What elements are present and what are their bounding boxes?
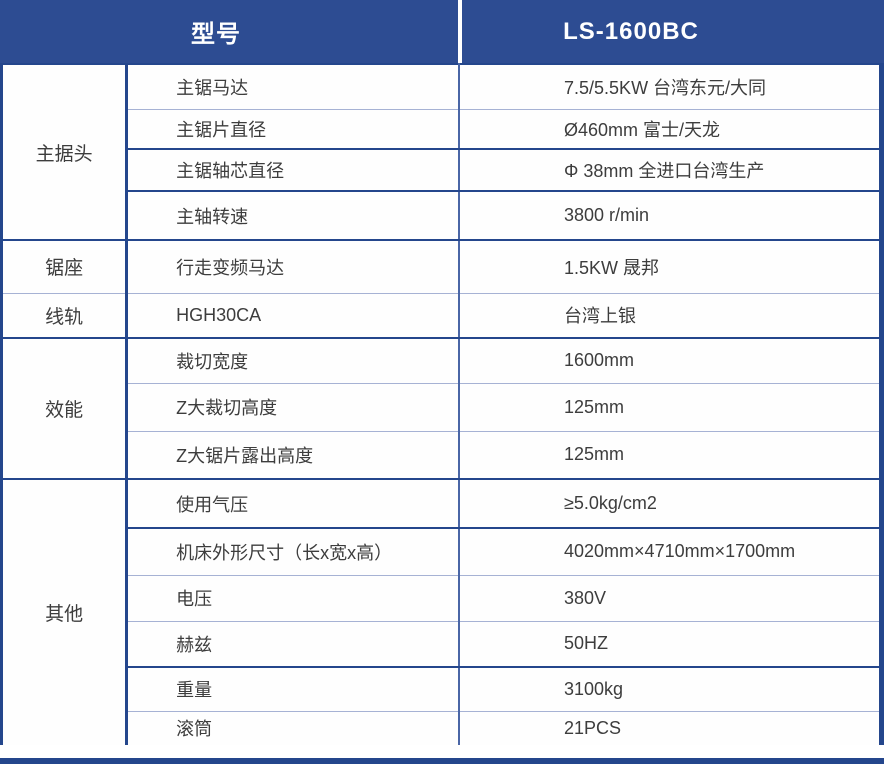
table-row: 其他 使用气压 ≥5.0kg/cm2 — [1, 479, 882, 745]
spec-label-cell: 赫兹 — [125, 621, 460, 668]
spec-value-cell: 3800 r/min — [458, 191, 882, 241]
spec-label-cell: Z大裁切高度 — [125, 383, 460, 432]
spec-label-cell: 主锯片直径 — [125, 109, 460, 150]
table-row: 赫兹 50HZ — [2, 621, 882, 668]
spec-value-cell: Ø460mm 富士/天龙 — [458, 109, 882, 150]
category-cell: 其他 — [1, 479, 127, 745]
spec-table-body: 主据头 主锯马达 7.5/5.5KW 台湾东元/大同 主锯片直径 Ø460mm 富士/天… — [1, 64, 882, 745]
table-row: 机床外形尺寸（长x宽x高） 4020mm×4710mm×1700mm — [2, 528, 882, 576]
table-row: 主轴转速 3800 r/min — [2, 191, 882, 241]
category-cell: 线轨 — [1, 293, 127, 339]
spec-value-cell: 7.5/5.5KW 台湾东元/大同 — [458, 64, 882, 110]
spec-label-cell: 主轴转速 — [125, 191, 460, 241]
spec-label-cell: 主锯轴芯直径 — [125, 149, 460, 192]
category-cell: 锯座 — [1, 240, 127, 294]
table-row: 锯座 行走变频马达 1.5KW 晟邦 — [1, 240, 882, 294]
spec-label-cell: 重量 — [125, 667, 460, 712]
header-divider — [458, 0, 462, 63]
spec-label-cell: 滚筒 — [125, 711, 460, 745]
spec-value-cell: 125mm — [458, 431, 882, 480]
category-cell: 效能 — [1, 338, 127, 480]
spec-label-cell: 裁切宽度 — [125, 338, 460, 384]
table-row: Z大锯片露出高度 125mm — [2, 431, 882, 480]
spec-label-cell: 电压 — [125, 575, 460, 622]
spec-label-cell: 行走变频马达 — [125, 240, 460, 294]
spec-value-cell: 台湾上银 — [458, 293, 882, 339]
table-header-row: 型号 LS-1600BC — [0, 0, 884, 63]
spec-value-cell: 4020mm×4710mm×1700mm — [458, 528, 882, 576]
spec-value-cell: 1600mm — [458, 338, 882, 384]
spec-value-cell: 125mm — [458, 383, 882, 432]
header-model-value: LS-1600BC — [462, 0, 884, 63]
spec-label-cell: 主锯马达 — [125, 64, 460, 110]
table-row: 主据头 主锯马达 7.5/5.5KW 台湾东元/大同 — [1, 64, 882, 241]
table-row: 电压 380V — [2, 575, 882, 622]
table-row: 效能 裁切宽度 1600mm — [1, 338, 882, 480]
spec-label-cell: HGH30CA — [125, 293, 460, 339]
spec-label-cell: 机床外形尺寸（长x宽x高） — [125, 528, 460, 576]
category-cell: 主据头 — [1, 64, 127, 241]
table-row: 重量 3100kg — [2, 667, 882, 712]
spec-value-cell: Φ 38mm 全进口台湾生产 — [458, 149, 882, 192]
table-row: 主锯片直径 Ø460mm 富士/天龙 — [2, 109, 882, 150]
table-row: 线轨 HGH30CA 台湾上银 — [1, 293, 882, 339]
spec-table: 主据头 主锯马达 7.5/5.5KW 台湾东元/大同 主锯片直径 Ø460mm 富士/天… — [0, 63, 884, 745]
table-row: Z大裁切高度 125mm — [2, 383, 882, 432]
spec-value-cell: 380V — [458, 575, 882, 622]
table-row: 主锯轴芯直径 Φ 38mm 全进口台湾生产 — [2, 149, 882, 192]
spec-value-cell: 1.5KW 晟邦 — [458, 240, 882, 294]
bottom-accent-bar — [0, 758, 884, 764]
spec-value-cell: 3100kg — [458, 667, 882, 712]
table-row: 滚筒 21PCS — [2, 711, 882, 745]
spec-value-cell: 50HZ — [458, 621, 882, 668]
spec-value-cell: ≥5.0kg/cm2 — [458, 479, 882, 529]
header-model-label: 型号 — [0, 0, 458, 63]
spec-label-cell: Z大锯片露出高度 — [125, 431, 460, 480]
spec-value-cell: 21PCS — [458, 711, 882, 745]
spec-label-cell: 使用气压 — [125, 479, 460, 529]
